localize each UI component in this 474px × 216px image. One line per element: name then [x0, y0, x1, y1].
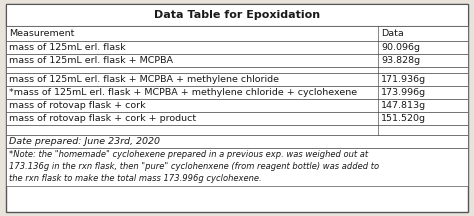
Bar — [6, 86, 468, 99]
Text: 90.096g: 90.096g — [381, 43, 420, 52]
Bar — [6, 148, 468, 186]
Bar — [6, 73, 468, 86]
Text: mass of 125mL erl. flask + MCPBA: mass of 125mL erl. flask + MCPBA — [9, 56, 173, 65]
Bar — [6, 67, 468, 73]
Bar — [6, 41, 468, 54]
Text: mass of 125mL erl. flask + MCPBA + methylene chloride: mass of 125mL erl. flask + MCPBA + methy… — [9, 75, 279, 84]
Text: *Note: the "homemade" cyclohexene prepared in a previous exp. was weighed out at: *Note: the "homemade" cyclohexene prepar… — [9, 150, 379, 183]
Bar — [6, 135, 468, 148]
Bar — [6, 4, 468, 26]
Bar — [6, 99, 468, 112]
Text: mass of rotovap flask + cork + product: mass of rotovap flask + cork + product — [9, 114, 196, 123]
Bar — [6, 112, 468, 125]
Text: Data Table for Epoxidation: Data Table for Epoxidation — [154, 10, 320, 20]
Text: 173.996g: 173.996g — [381, 88, 426, 97]
Bar — [6, 26, 468, 41]
Text: 93.828g: 93.828g — [381, 56, 420, 65]
Bar — [6, 54, 468, 67]
Text: mass of rotovap flask + cork: mass of rotovap flask + cork — [9, 101, 146, 110]
Text: Data: Data — [381, 29, 404, 38]
Text: mass of 125mL erl. flask: mass of 125mL erl. flask — [9, 43, 126, 52]
Text: 151.520g: 151.520g — [381, 114, 426, 123]
Text: Measurement: Measurement — [9, 29, 74, 38]
Bar — [6, 125, 468, 135]
Text: 147.813g: 147.813g — [381, 101, 426, 110]
Text: Date prepared: June 23rd, 2020: Date prepared: June 23rd, 2020 — [9, 137, 160, 146]
Text: *mass of 125mL erl. flask + MCPBA + methylene chloride + cyclohexene: *mass of 125mL erl. flask + MCPBA + meth… — [9, 88, 357, 97]
Text: 171.936g: 171.936g — [381, 75, 426, 84]
